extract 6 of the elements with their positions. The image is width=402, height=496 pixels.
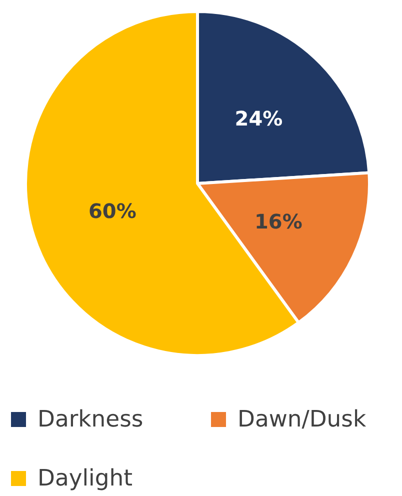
data-label: 16%: [254, 210, 302, 234]
legend-label: Darkness: [38, 406, 144, 432]
data-label: 24%: [234, 106, 283, 130]
legend-label: Daylight: [38, 466, 133, 492]
legend-label: Dawn/Dusk: [238, 406, 367, 432]
data-label: 60%: [88, 199, 136, 224]
